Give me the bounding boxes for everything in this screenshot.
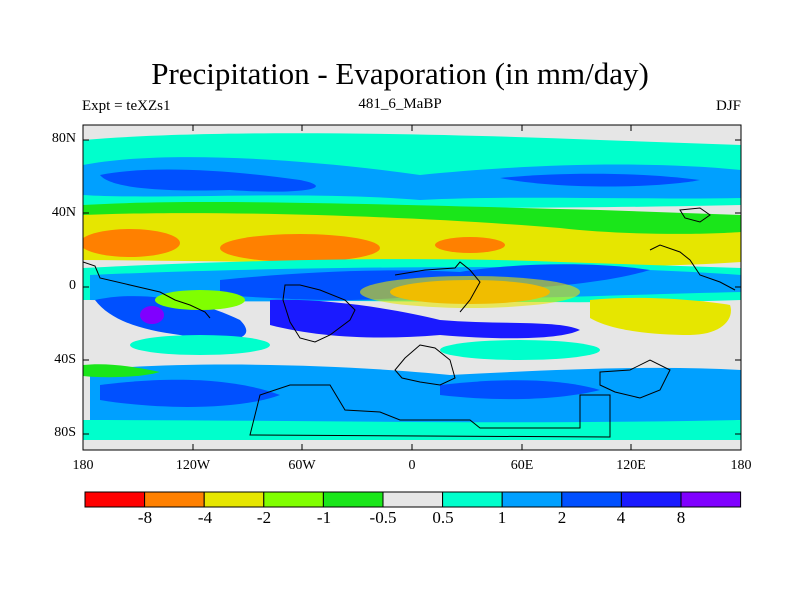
- y-tick-label: 80N: [51, 131, 76, 146]
- y-tick-label: 80S: [54, 425, 76, 440]
- x-tick-label: 180: [730, 458, 752, 473]
- colorbar-swatch: [322, 491, 384, 508]
- x-tick-label: 180: [72, 458, 94, 473]
- colorbar-swatch: [442, 491, 503, 508]
- field-orange-pacific: [220, 234, 380, 262]
- field-band-green-south-edge: [83, 364, 160, 378]
- colorbar-swatch: [561, 491, 622, 508]
- field-band-blue-south-mid: [100, 379, 280, 407]
- colorbar-swatch: [263, 491, 324, 508]
- colorbar: [84, 491, 742, 508]
- colorbar-swatch: [144, 491, 205, 508]
- x-tick-label: 60W: [288, 458, 316, 473]
- y-tick-label: 0: [69, 278, 76, 293]
- colorbar-label: 0.5: [432, 508, 454, 527]
- field-band-blue-south: [95, 296, 247, 340]
- x-tick-label: 0: [408, 458, 416, 473]
- axis-ticks: [82, 125, 742, 450]
- colorbar-label: 2: [557, 508, 567, 527]
- field-green-south-1: [155, 290, 245, 310]
- field-band-blue-north-2: [500, 173, 700, 187]
- colorbar-label: -2: [256, 508, 272, 527]
- coastline-asia-east: [649, 244, 736, 291]
- colorbar-swatch: [620, 491, 682, 508]
- coastline-greenland: [679, 207, 711, 223]
- field-band-blue-north: [100, 169, 316, 192]
- colorbar-swatch: [203, 491, 265, 508]
- colorbar-label: 8: [676, 508, 686, 527]
- field-band-blue-south-2: [270, 299, 580, 339]
- field-band-blue-south-mid-2: [440, 380, 600, 400]
- colorbar-label: -4: [197, 508, 213, 527]
- y-tick-label: 40S: [54, 352, 76, 367]
- experiment-label: Expt = teXZs1: [82, 98, 171, 114]
- field-yellow-eq-center: [360, 276, 580, 308]
- field-cyan-south-1: [130, 335, 270, 355]
- coastline-north-america: [83, 261, 211, 319]
- field-layer: [83, 125, 741, 450]
- period-label: 481_6_MaBP: [358, 96, 442, 112]
- colorbar-label: 1: [497, 508, 507, 527]
- colorbar-label: -8: [137, 508, 153, 527]
- coastlines: [83, 207, 736, 438]
- coastline-south-america: [282, 284, 356, 343]
- x-tick-label: 60E: [510, 458, 534, 473]
- colorbar-swatch: [501, 491, 563, 508]
- field-cyan-south-2: [440, 340, 600, 360]
- coastline-antarctica: [249, 384, 611, 438]
- field-purple-spot: [140, 306, 164, 324]
- colorbar-label: 4: [616, 508, 626, 527]
- colorbar-swatch: [680, 491, 742, 508]
- field-orange-atlantic: [435, 237, 505, 253]
- field-band-lightblue-south: [90, 364, 741, 429]
- x-tick-label: 120E: [616, 458, 646, 473]
- field-band-yellow-south: [590, 297, 731, 335]
- chart-title: Precipitation - Evaporation (in mm/day): [151, 56, 649, 91]
- coastline-australia: [599, 359, 671, 399]
- coastline-africa-south: [394, 344, 456, 386]
- colorbar-swatch: [84, 491, 146, 508]
- coastline-africa: [394, 261, 481, 313]
- colorbar-label: -1: [316, 508, 332, 527]
- season-label: DJF: [715, 98, 741, 114]
- x-tick-label: 120W: [175, 458, 211, 473]
- colorbar-label: -0.5: [369, 508, 397, 527]
- colorbar-swatch: [382, 491, 444, 508]
- field-orange-nw: [83, 229, 180, 257]
- y-tick-label: 40N: [51, 205, 76, 220]
